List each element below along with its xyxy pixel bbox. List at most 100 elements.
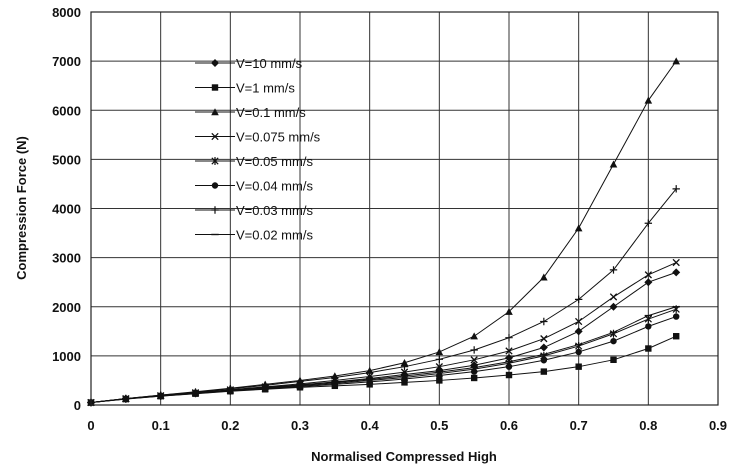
data-point [609,266,618,274]
legend-marker [211,59,219,67]
series-line [90,335,677,404]
data-point [505,363,513,370]
data-point [644,219,653,227]
data-point [644,271,652,279]
data-point [645,345,652,352]
data-point [673,333,680,340]
y-tick-label: 7000 [52,54,81,69]
data-point [505,333,513,342]
data-point [540,317,548,326]
data-point [574,295,583,304]
legend-label: V=1 mm/s [236,81,295,96]
legend: V=10 mm/s V=1 mm/s V=0.1 mm/s V=0.075 mm/s V… [195,56,321,243]
series-line [90,316,677,404]
y-tick-label: 3000 [52,251,81,266]
legend-item: V=10 mm/s [195,56,303,71]
y-tick-label: 1000 [52,349,81,364]
legend-item: V=1 mm/s [195,81,295,96]
series-7 [87,185,680,407]
legend-item: V=0.04 mm/s [195,179,313,194]
data-point [540,335,548,343]
x-tick-label: 0 [87,418,94,433]
y-tick-label: 8000 [52,5,81,20]
data-point [505,353,513,362]
legend-item: V=0.1 mm/s [195,105,306,120]
data-point [400,358,409,366]
legend-marker [211,182,219,189]
data-point [191,388,200,396]
data-point [400,362,409,371]
data-point [401,379,408,386]
series-6 [87,313,680,406]
data-point [575,317,583,326]
legend-marker [211,157,219,165]
data-point [609,160,618,168]
y-tick-label: 0 [74,398,81,413]
legend-label: V=0.075 mm/s [236,130,321,145]
series-line [90,271,677,404]
data-point [672,258,680,267]
series-line [90,306,677,404]
data-point [644,278,653,287]
series-line [90,262,677,404]
x-tick-label: 0.9 [709,418,727,433]
data-point [644,96,653,104]
data-point [435,363,443,371]
x-axis-title: Normalised Compressed High [311,449,497,464]
data-point [156,391,165,399]
series-layer [87,57,681,407]
series-line [90,188,677,404]
legend-item: V=0.03 mm/s [195,203,313,218]
x-tick-label: 0.3 [291,418,309,433]
data-point [470,368,478,375]
data-point [400,368,409,376]
legend-marker [211,84,219,91]
data-point [331,373,339,382]
data-point [575,348,582,356]
data-point [609,302,618,311]
x-tick-label: 0.4 [361,418,380,433]
data-point [436,372,443,379]
legend-label: V=10 mm/s [236,56,303,71]
x-tick-label: 0.1 [152,418,170,433]
data-point [505,371,513,379]
series-line [90,60,677,404]
legend-marker [211,206,219,214]
series-8 [87,306,680,404]
x-tick-label: 0.2 [221,418,239,433]
legend-label: V=0.04 mm/s [236,179,313,194]
data-point [470,346,478,354]
data-point [505,347,513,355]
data-point [470,374,478,382]
y-axis-title: Compression Force (N) [14,136,29,280]
data-point [401,375,408,383]
data-point [645,323,652,330]
data-point [672,185,680,193]
data-point [365,368,374,377]
legend-label: V=0.03 mm/s [236,203,313,218]
data-point [366,378,373,386]
data-point [609,293,618,301]
data-point [574,224,583,232]
data-point [540,273,548,281]
data-point [574,327,583,336]
x-tick-label: 0.6 [500,418,518,433]
data-point [539,343,548,352]
data-point [673,313,680,320]
data-point [470,332,478,340]
x-tick-label: 0.8 [639,418,657,433]
y-tick-label: 4000 [52,202,81,217]
grid [91,12,718,405]
legend-item: V=0.02 mm/s [195,228,313,243]
y-tick-label: 2000 [52,300,81,315]
x-tick-label: 0.5 [430,418,448,433]
data-point [436,377,443,384]
series-3 [87,57,680,406]
legend-label: V=0.05 mm/s [236,154,313,169]
y-tick-label: 6000 [52,103,81,118]
data-point [575,363,582,370]
legend-item: V=0.075 mm/s [195,130,321,145]
data-point [435,355,444,364]
